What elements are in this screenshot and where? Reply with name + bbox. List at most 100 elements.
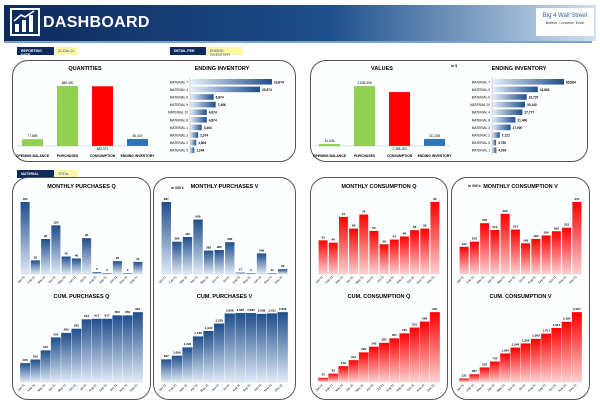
bar <box>246 273 256 274</box>
category-label: OPENING BALANCE <box>16 154 50 158</box>
bar <box>490 230 500 274</box>
month-label: Apr-21 <box>345 275 354 284</box>
category-label: MATERIAL 6 <box>170 96 188 100</box>
bar <box>389 337 400 383</box>
chart-title: CUM. PURCHASES V <box>197 294 253 300</box>
month-label: May-21 <box>355 383 365 393</box>
month-label: Apr-21 <box>190 383 199 392</box>
month-label: Mar-21 <box>335 383 345 393</box>
data-label: 3,404 <box>204 126 212 130</box>
month-label: Dec-21 <box>568 383 578 393</box>
month-label: Nov-21 <box>119 383 129 393</box>
month-label: Sep-21 <box>98 383 108 393</box>
data-label: 185 <box>23 358 28 362</box>
data-label: 58 <box>352 224 356 228</box>
category-label: MATERIAL 10 <box>470 103 490 107</box>
data-label: 156 <box>341 361 346 365</box>
data-label: 77,889 <box>28 134 38 138</box>
data-label: 11 <box>271 268 275 272</box>
category-label: PURCHASES <box>354 154 376 158</box>
month-label: Mar-21 <box>335 275 345 285</box>
month-label: Jun-21 <box>211 275 221 285</box>
month-label: Apr-21 <box>47 383 56 392</box>
bar <box>492 132 500 138</box>
data-label: 31,737 <box>529 96 539 100</box>
data-label: 125 <box>53 220 58 224</box>
bar <box>214 250 224 274</box>
bar <box>22 139 43 146</box>
bar <box>190 132 199 138</box>
category-label: MATERIAL 5 <box>170 149 188 153</box>
bar <box>277 311 289 383</box>
month-label: Aug-21 <box>231 383 241 393</box>
material-select[interactable]: TOTAL <box>55 170 78 178</box>
month-label: Oct-21 <box>406 275 415 284</box>
chart-title: CUM. CONSUMPTION V <box>489 294 551 300</box>
brand-name: Big 4 Wall Street <box>542 13 588 19</box>
reporting-date-input[interactable]: 31-Dec-21 <box>55 47 78 55</box>
header-banner <box>4 5 596 41</box>
inv-q-chart: ENDING INVENTORY MATERIAL 7 23,874 MATERIAL… <box>168 66 284 155</box>
data-label: 5 <box>96 267 98 271</box>
month-label: Jan-21 <box>456 275 466 285</box>
data-label: 1,323 <box>184 342 192 346</box>
month-label: Jun-21 <box>68 383 78 393</box>
month-label: Feb-21 <box>324 383 334 393</box>
bar <box>19 362 31 383</box>
month-label: Mar-21 <box>476 383 486 393</box>
month-label: Dec-21 <box>274 275 284 285</box>
bar <box>190 109 207 115</box>
values-unit: in $ <box>451 64 458 68</box>
data-label: 2,598 <box>258 309 266 313</box>
category-label: MATERIAL 10 <box>168 111 188 115</box>
month-label: May-21 <box>199 383 209 393</box>
data-label: 59 <box>281 264 285 268</box>
mcq-chart: MONTHLY CONSUMPTION Q 43 Jan-21 40 Feb-21 73 M… <box>314 184 440 285</box>
month-label: Aug-21 <box>88 275 98 285</box>
bar <box>318 240 328 274</box>
data-label: 131 <box>462 373 467 377</box>
bar <box>359 214 369 274</box>
bar <box>92 272 102 274</box>
data-label: 38 <box>382 239 386 243</box>
chart-title: ENDING INVENTORY <box>492 66 547 72</box>
ccv-chart: CUM. CONSUMPTION V 131 Jan-21 287 Feb-21 532 M… <box>456 294 583 393</box>
data-label: 20,374 <box>262 88 272 92</box>
data-label: 290 <box>361 347 366 351</box>
bar <box>40 349 51 383</box>
bar <box>20 202 30 274</box>
month-label: Jun-21 <box>507 383 517 393</box>
month-label: Jul-21 <box>376 275 385 284</box>
data-label: 1,034 <box>501 348 509 352</box>
bar <box>492 86 538 93</box>
month-label: Dec-21 <box>129 275 139 285</box>
bar <box>510 347 521 383</box>
chart-title: MONTHLY PURCHASES Q <box>47 184 116 190</box>
data-label: 31 <box>136 257 140 261</box>
category-label: MATERIAL 1 <box>472 149 490 153</box>
mcv-chart: MONTHLY CONSUMPTION V 131 Jan-21 156 Feb-21 2… <box>456 184 582 285</box>
data-label: 1,738 <box>194 331 202 335</box>
month-label: Aug-21 <box>231 275 241 285</box>
data-label: 56 <box>413 225 417 229</box>
data-label: 169 <box>533 234 538 238</box>
data-label: 48 <box>403 231 407 235</box>
bar <box>328 373 339 383</box>
month-label: Jun-21 <box>365 275 375 285</box>
bar <box>458 378 470 383</box>
category-label: CONSUMPTION <box>90 154 116 158</box>
data-label: 612 <box>84 314 89 318</box>
bar <box>190 94 214 100</box>
bar <box>338 365 349 383</box>
bar <box>30 260 40 274</box>
bar <box>30 359 41 383</box>
category-label: MATERIAL 8 <box>472 118 490 122</box>
bar <box>190 86 260 93</box>
brand-tagline: Believe, Conceive, Excel <box>545 21 585 25</box>
data-label: 1,957 <box>553 323 561 327</box>
page-title: DASHBOARD <box>43 14 150 31</box>
detail-per-select[interactable]: ENDING INVENTORY <box>207 47 243 57</box>
bar <box>368 346 380 383</box>
bar <box>123 273 133 274</box>
bar <box>430 202 440 274</box>
